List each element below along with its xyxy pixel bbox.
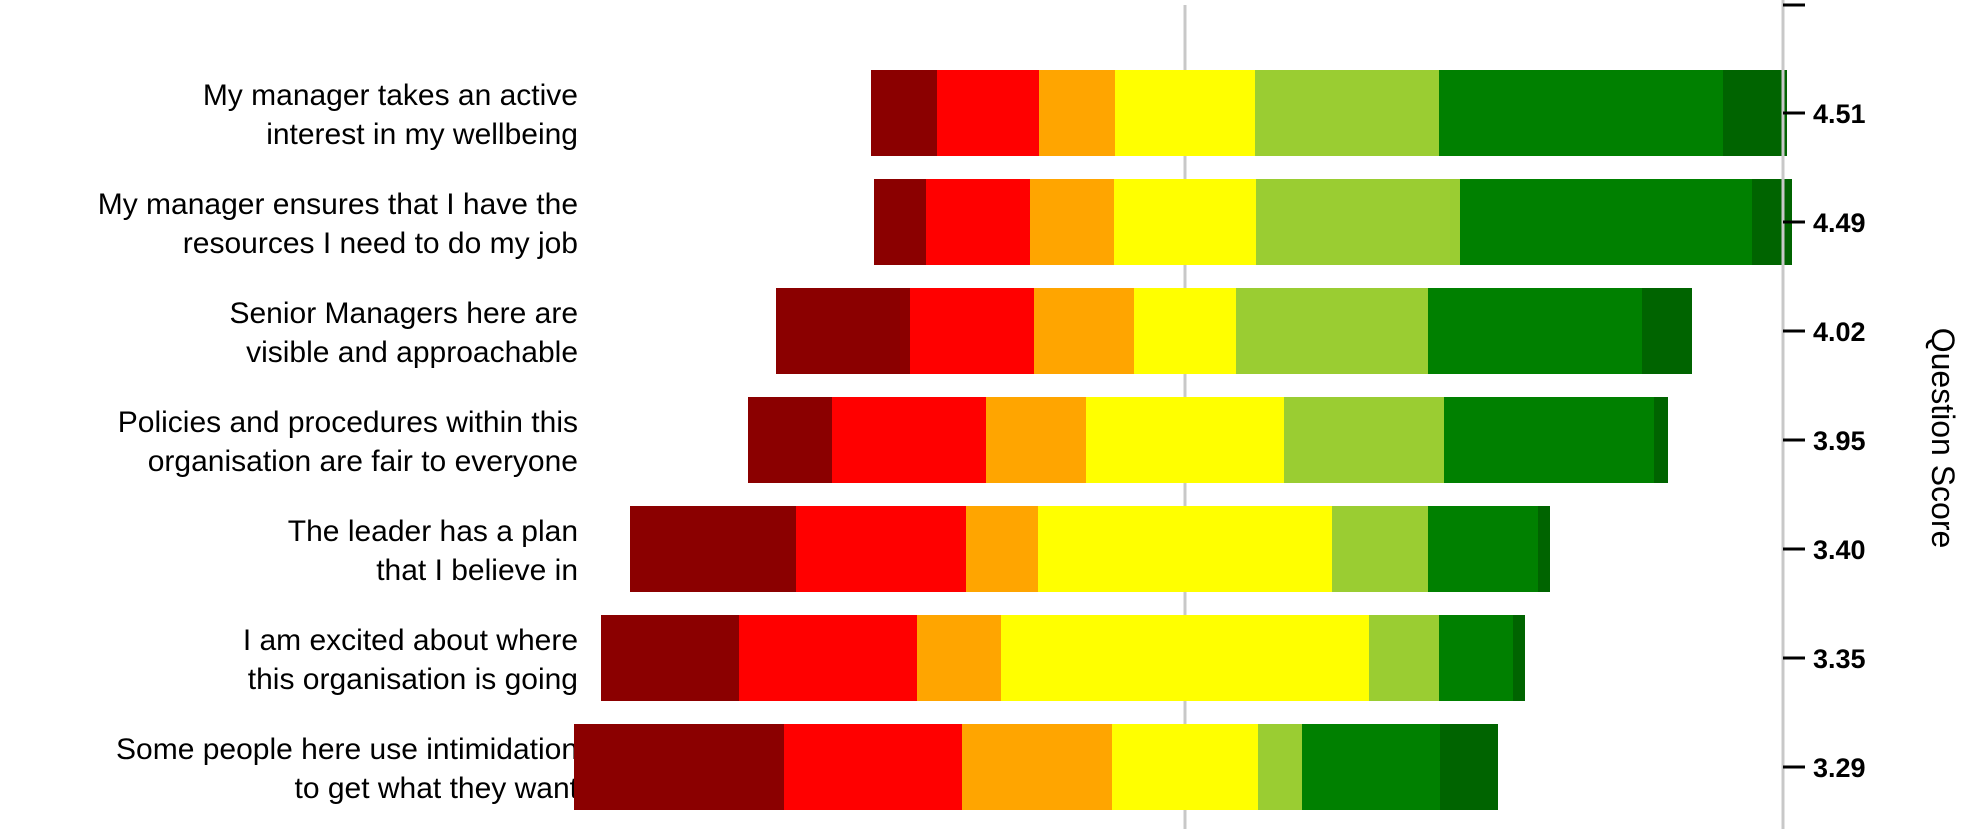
bar-segment-row4-seg6 [1444,397,1654,483]
bar-segment-row4-seg2 [832,397,986,483]
question-score: 4.51 [1813,99,1866,129]
bar-segment-row7-seg7 [1440,724,1498,810]
bar-segment-row4-seg1 [748,397,832,483]
bar-segment-row6-seg7 [1513,615,1525,701]
question-label-line: that I believe in [376,554,578,587]
bar-segment-row3-seg7 [1642,288,1692,374]
bar-segment-row7-seg2 [784,724,962,810]
question-label-line: My manager takes an active [203,79,578,112]
question-label-line: Policies and procedures within this [118,406,578,439]
bar-segment-row4-seg3 [986,397,1086,483]
bar-segment-row2-seg5 [1256,179,1460,265]
bar-segment-row4-seg5 [1284,397,1444,483]
question-label-line: resources I need to do my job [183,227,578,260]
bar-segment-row3-seg1 [776,288,910,374]
y-axis-title: Question Score [1925,328,1961,549]
question-score: 3.35 [1813,644,1866,674]
bar-segment-row1-seg2 [937,70,1039,156]
question-label-line: Some people here use intimidation [116,733,578,766]
bar-segment-row7-seg3 [962,724,1112,810]
question-score: 4.49 [1813,208,1866,238]
bar-segment-row7-seg6 [1302,724,1440,810]
question-score: 3.40 [1813,535,1866,565]
bar-segment-row3-seg6 [1428,288,1642,374]
bar-segment-row1-seg6 [1439,70,1723,156]
question-label-line: I am excited about where [243,624,578,657]
bar-segment-row2-seg6 [1460,179,1752,265]
bar-segment-row5-seg7 [1538,506,1550,592]
question-label: Senior Managers here are visible and appr… [229,297,578,369]
question-labels: My manager takes an active interest in my… [98,79,579,805]
bar-segment-row5-seg1 [630,506,796,592]
question-label-line: The leader has a plan [288,515,578,548]
question-label-line: Senior Managers here are [229,297,578,330]
bar-segment-row4-seg4 [1086,397,1284,483]
question-score: 3.29 [1813,753,1866,783]
bar-segment-row3-seg2 [910,288,1034,374]
bar-segment-row5-seg6 [1428,506,1538,592]
question-label: My manager ensures that I have the resour… [98,188,578,260]
bar-segment-row3-seg3 [1034,288,1134,374]
bar-segment-row5-seg3 [966,506,1038,592]
question-label-line: interest in my wellbeing [266,118,578,151]
bar-segment-row4-seg7 [1654,397,1668,483]
bar-segment-row7-seg5 [1258,724,1302,810]
bar-segment-row6-seg4 [1001,615,1369,701]
bars [574,70,1792,810]
bar-segment-row1-seg1 [871,70,937,156]
bar-segment-row2-seg2 [926,179,1030,265]
bar-segment-row1-seg3 [1039,70,1115,156]
bar-segment-row6-seg5 [1369,615,1439,701]
bar-segment-row3-seg4 [1134,288,1236,374]
score-axis: 4.51 4.49 4.02 3.95 3.40 3.35 3.29 [1781,0,1866,829]
bar-segment-row2-seg3 [1030,179,1114,265]
question-label-line: to get what they want [294,772,578,805]
bar-segment-row1-seg5 [1255,70,1439,156]
bar-segment-row2-seg1 [874,179,926,265]
bar-segment-row6-seg1 [601,615,739,701]
question-label: The leader has a plan that I believe in [288,515,578,587]
bar-segment-row3-seg5 [1236,288,1428,374]
bar-segment-row2-seg4 [1114,179,1256,265]
bar-segment-row6-seg6 [1439,615,1513,701]
bar-segment-row5-seg5 [1332,506,1428,592]
bar-segment-row1-seg7 [1723,70,1787,156]
question-label: I am excited about where this organisatio… [243,624,578,696]
bar-segment-row5-seg2 [796,506,966,592]
bar-segment-row7-seg4 [1112,724,1258,810]
bar-segment-row6-seg3 [917,615,1001,701]
question-label: Some people here use intimidation to get … [116,733,579,805]
bar-segment-row7-seg1 [574,724,784,810]
question-score: 4.02 [1813,317,1866,347]
question-label-line: organisation are fair to everyone [148,445,578,478]
question-score: 3.95 [1813,426,1866,456]
bar-segment-row5-seg4 [1038,506,1332,592]
question-label-line: visible and approachable [246,336,578,369]
question-label: Policies and procedures within this organ… [118,406,578,478]
question-label-line: My manager ensures that I have the [98,188,578,221]
question-label: My manager takes an active interest in my… [203,79,578,151]
bar-segment-row1-seg4 [1115,70,1255,156]
question-label-line: this organisation is going [248,663,578,696]
bar-segment-row6-seg2 [739,615,917,701]
